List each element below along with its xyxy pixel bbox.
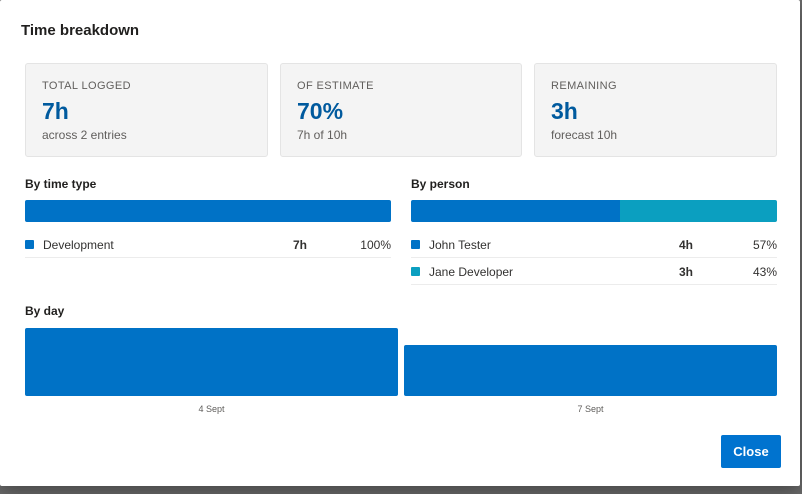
day-label: 7 Sept xyxy=(577,404,604,414)
by-day-title: By day xyxy=(25,304,65,318)
person-percent: 57% xyxy=(752,237,777,252)
card-label: TOTAL LOGGED xyxy=(42,80,131,92)
day-bar xyxy=(404,345,777,396)
person-row: Jane Developer 3h 43% xyxy=(411,259,777,285)
person-bar-segment-john-tester xyxy=(411,200,620,222)
legend-swatch xyxy=(25,240,34,249)
card-label: REMAINING xyxy=(551,80,617,92)
of-estimate-card: OF ESTIMATE 70% 7h of 10h xyxy=(280,63,522,157)
person-hours: 4h xyxy=(678,237,693,252)
time-type-bar-segment-development xyxy=(25,200,391,222)
day-label: 4 Sept xyxy=(198,404,225,414)
day-bar xyxy=(25,328,398,396)
legend-swatch xyxy=(411,267,420,276)
time-type-name: Development xyxy=(43,237,114,252)
card-value: 3h xyxy=(551,98,578,124)
person-percent: 43% xyxy=(752,264,777,279)
time-type-percent: 100% xyxy=(360,237,391,252)
card-subtext: across 2 entries xyxy=(42,128,127,142)
by-person-title: By person xyxy=(411,177,470,191)
person-bar-segment-jane-developer xyxy=(619,200,777,222)
card-value: 70% xyxy=(297,98,344,124)
person-stacked-bar xyxy=(411,200,777,222)
close-button[interactable]: Close xyxy=(721,435,781,468)
dialog-title: Time breakdown xyxy=(21,22,140,39)
person-hours: 3h xyxy=(678,264,693,279)
total-logged-card: TOTAL LOGGED 7h across 2 entries xyxy=(25,63,268,157)
time-type-row: Development 7h 100% xyxy=(25,232,391,258)
card-subtext: 7h of 10h xyxy=(297,128,348,142)
card-label: OF ESTIMATE xyxy=(297,80,374,92)
card-value: 7h xyxy=(42,98,69,124)
time-type-hours: 7h xyxy=(292,237,307,252)
person-name: Jane Developer xyxy=(429,264,514,279)
time-type-stacked-bar xyxy=(25,200,391,222)
remaining-card: REMAINING 3h forecast 10h xyxy=(534,63,777,157)
by-time-type-title: By time type xyxy=(25,177,97,191)
card-subtext: forecast 10h xyxy=(551,128,618,142)
legend-swatch xyxy=(411,240,420,249)
person-row: John Tester 4h 57% xyxy=(411,232,777,258)
person-name: John Tester xyxy=(429,237,491,252)
